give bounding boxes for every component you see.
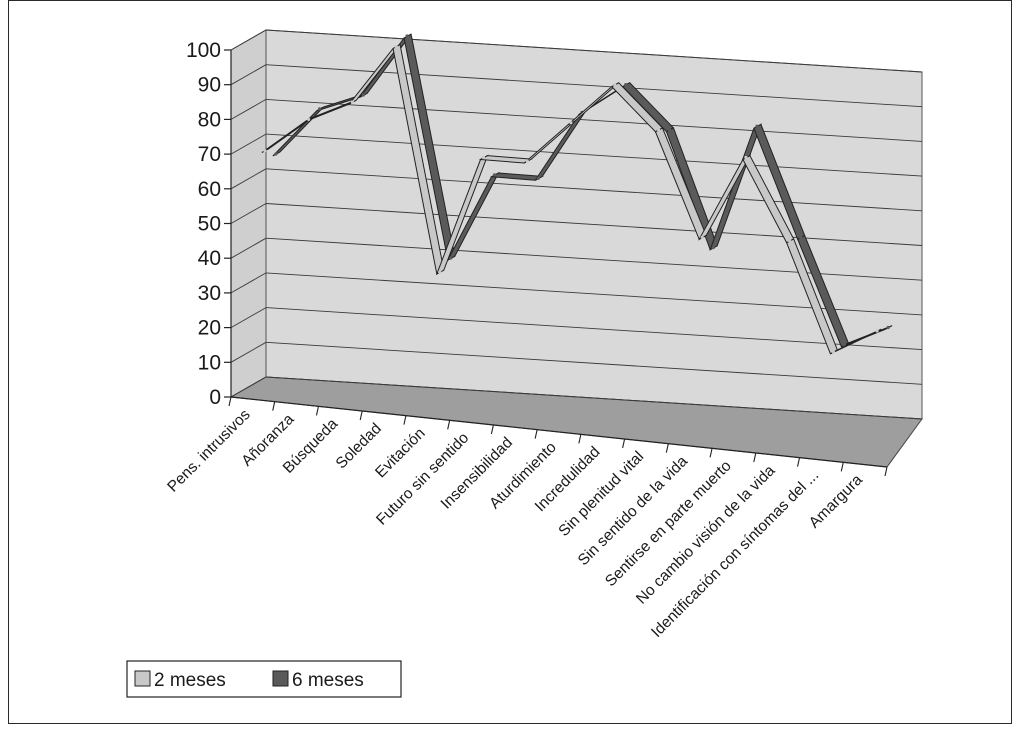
y-axis: 0 10 20 30 40 50 60 70 80 90 100 — [186, 39, 232, 409]
point-2-meses-futuro-sin-sentido — [481, 155, 486, 160]
x-axis-line — [230, 396, 888, 468]
x-tick-mark-10 — [665, 443, 669, 453]
point-2-meses-amargura — [875, 329, 879, 333]
y-tick-label-10: 10 — [198, 351, 221, 374]
point-6-meses-evitacion — [449, 256, 453, 260]
x-tick-mark-0 — [228, 396, 232, 407]
x-tick-mark-7 — [534, 429, 538, 439]
y-tick-label-90: 90 — [198, 74, 221, 97]
point-2-meses-sin-plenitud-vital — [656, 128, 661, 132]
gridline-side-60 — [230, 168, 267, 190]
x-tick-mark-1 — [272, 401, 276, 411]
point-2-meses-identificacion-con-sintomas-del — [831, 350, 836, 354]
x-tick-mark-2 — [315, 406, 320, 416]
gridline-side-30 — [230, 272, 267, 294]
x-tick-mark-15 — [884, 466, 888, 477]
gridline-side-10 — [230, 341, 267, 363]
gridline-back-50 — [265, 203, 923, 246]
x-tick-mark-6 — [490, 424, 494, 435]
y-tick-label-60: 60 — [198, 178, 221, 201]
point-2-meses-insensibilidad — [525, 159, 529, 163]
point-6-meses-sin-plenitud-vital — [667, 128, 672, 132]
chart-walls — [229, 29, 923, 468]
point-6-meses-anoranza — [318, 107, 322, 111]
y-tick-label-40: 40 — [198, 247, 221, 270]
point-2-meses-evitacion — [438, 270, 442, 274]
point-6-meses-soledad — [405, 34, 409, 38]
x-tick-mark-14 — [840, 462, 844, 472]
point-6-meses-sin-sentido-de-la-vida — [711, 246, 715, 250]
legend-swatch-2-meses — [134, 670, 151, 687]
x-tick-mark-8 — [578, 434, 582, 444]
legend-label-6-meses: 6 meses — [292, 670, 364, 691]
x-tick-mark-9 — [622, 438, 626, 449]
gridline-back-100 — [265, 29, 923, 73]
point-2-meses-pens-intrusivos — [263, 148, 267, 153]
x-tick-mark-13 — [796, 457, 801, 467]
x-tick-mark-3 — [359, 410, 363, 421]
point-2-meses-incredulidad — [613, 83, 617, 87]
x-tick-mark-5 — [447, 420, 451, 430]
point-2-meses-no-cambio-vision-de-la-vida — [788, 239, 792, 243]
legend: 2 meses 6 meses — [126, 660, 402, 698]
point-2-meses-soledad — [394, 44, 398, 49]
point-6-meses-pens-intrusivos — [274, 152, 278, 156]
gridline-side-90 — [230, 64, 267, 86]
legend-label-2-meses: 2 meses — [154, 670, 226, 691]
x-tick-label-pens-intrusivos: Pens. intrusivos — [164, 406, 254, 496]
y-tick-label-100: 100 — [186, 39, 221, 62]
gridline-side-20 — [230, 307, 267, 328]
gridline-back-10 — [265, 341, 923, 385]
gridline-side-50 — [230, 203, 267, 224]
series-layer — [261, 33, 893, 355]
x-tick-label-futuro-sin-sentido: Futuro sin sentido — [373, 429, 472, 528]
y-tick-label-80: 80 — [198, 108, 221, 131]
chart-frame: 0 10 20 30 40 50 60 70 80 90 100 Pens. intrusivos A… — [8, 0, 1012, 724]
x-tick-mark-12 — [753, 452, 757, 463]
gridline-side-70 — [230, 133, 267, 155]
point-6-meses-identificacion-con-sintomas-del — [842, 343, 847, 347]
point-2-meses-sin-sentido-de-la-vida — [700, 235, 704, 239]
gridline-side-100 — [230, 29, 267, 51]
legend-box — [126, 660, 402, 698]
y-tick-label-70: 70 — [198, 143, 221, 166]
gridline-back-70 — [265, 133, 923, 177]
series-2-meses — [261, 43, 882, 355]
point-6-meses-busqueda — [361, 93, 365, 97]
point-6-meses-no-cambio-vision-de-la-vida — [799, 235, 803, 239]
point-6-meses-insensibilidad — [536, 176, 540, 180]
x-tick-label-sin-plenitud-vital: Sin plenitud vital — [555, 448, 647, 540]
point-6-meses-incredulidad — [624, 82, 628, 87]
segment-2-meses-13 — [830, 328, 882, 355]
y-tick-label-30: 30 — [198, 282, 221, 305]
point-2-meses-sentirse-en-parte-muerto — [744, 155, 748, 160]
gridline-back-80 — [265, 98, 923, 142]
gridline-side-80 — [230, 99, 267, 120]
y-tick-label-20: 20 — [198, 317, 221, 340]
gridline-back-60 — [265, 168, 923, 212]
point-2-meses-busqueda — [350, 100, 354, 104]
legend-swatch-6-meses — [272, 670, 289, 687]
x-tick-mark-4 — [403, 415, 407, 425]
y-tick-label-0: 0 — [209, 386, 221, 409]
y-tick-label-50: 50 — [198, 213, 221, 236]
point-6-meses-amargura — [886, 325, 890, 330]
gridline-back-0 — [265, 376, 923, 420]
point-6-meses-futuro-sin-sentido — [492, 173, 497, 177]
gridline-side-0 — [230, 376, 267, 398]
gridline-side-40 — [230, 237, 267, 259]
x-tick-mark-11 — [709, 448, 713, 458]
gridline-back-20 — [265, 307, 923, 351]
point-2-meses-anoranza — [307, 117, 311, 121]
point-2-meses-aturdimiento — [569, 121, 573, 125]
point-6-meses-sentirse-en-parte-muerto — [755, 124, 759, 128]
